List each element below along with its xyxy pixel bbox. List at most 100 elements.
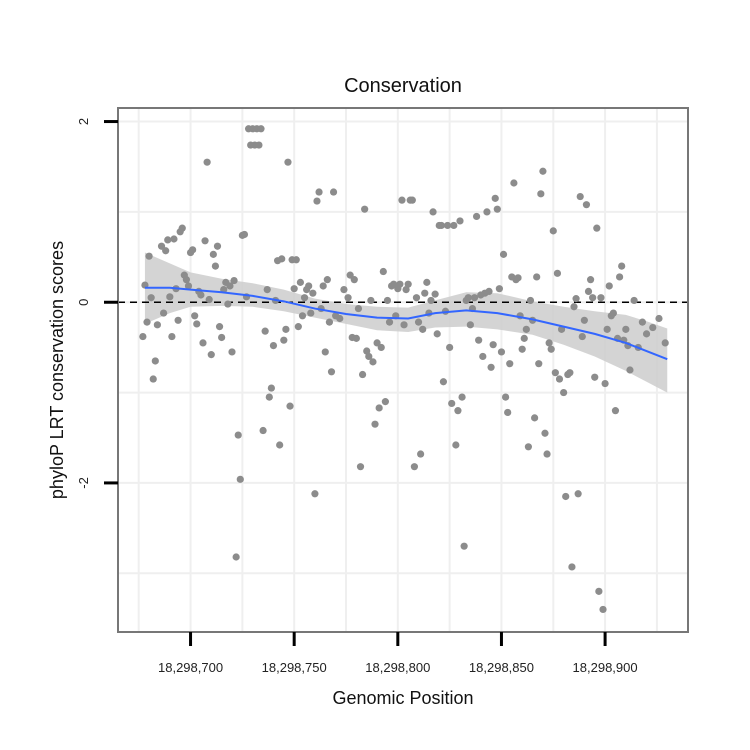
data-point <box>518 345 526 353</box>
data-point <box>506 360 514 368</box>
y-tick-label: 2 <box>76 118 91 125</box>
data-point <box>354 304 363 313</box>
data-point <box>321 348 329 356</box>
data-point <box>572 295 580 303</box>
data-point <box>499 250 508 258</box>
data-point <box>601 379 609 388</box>
data-point <box>589 294 597 302</box>
data-point <box>182 276 190 284</box>
data-point <box>226 282 234 290</box>
data-point <box>630 296 638 305</box>
data-point <box>267 384 275 392</box>
data-point <box>166 293 174 301</box>
data-point <box>541 429 549 437</box>
data-point <box>502 393 510 401</box>
data-point <box>464 294 472 302</box>
data-point <box>497 348 506 356</box>
smooth-trend-line <box>144 286 668 361</box>
y-axis-title: phyloP LRT conservation scores <box>47 241 67 499</box>
data-point <box>385 318 394 326</box>
data-point <box>300 294 309 302</box>
data-point <box>553 269 562 277</box>
data-point <box>618 262 626 270</box>
data-point <box>661 339 669 347</box>
data-point <box>400 321 408 329</box>
data-point <box>402 285 410 294</box>
data-point <box>207 351 215 359</box>
data-point <box>439 378 448 386</box>
data-point <box>309 289 317 297</box>
data-point <box>151 357 159 365</box>
data-point <box>377 343 385 352</box>
data-point <box>603 325 611 333</box>
data-point <box>533 273 541 281</box>
data-point <box>593 224 601 232</box>
data-point <box>358 370 367 379</box>
data-point <box>365 352 373 361</box>
data-point <box>466 321 474 329</box>
data-point <box>433 330 441 338</box>
data-point <box>147 294 155 302</box>
data-point <box>307 309 315 317</box>
data-point <box>570 303 578 311</box>
data-point <box>255 141 263 149</box>
data-point <box>431 290 439 298</box>
data-point <box>174 316 182 324</box>
data-point <box>452 441 460 449</box>
data-point <box>584 287 593 295</box>
y-axis: -2 0 2 <box>76 118 118 489</box>
data-point <box>236 475 244 483</box>
data-point <box>483 208 491 216</box>
data-point <box>199 339 207 347</box>
data-point <box>566 369 574 377</box>
data-points <box>139 125 669 614</box>
data-point <box>410 463 418 471</box>
data-point <box>189 246 197 254</box>
data-point <box>381 398 389 406</box>
data-point <box>292 256 300 264</box>
data-point <box>475 336 483 344</box>
data-point <box>396 280 404 288</box>
data-point <box>257 125 265 133</box>
data-point <box>286 402 294 410</box>
smooth-line-group <box>144 286 668 361</box>
data-point <box>591 373 599 381</box>
data-point <box>460 542 468 550</box>
data-point <box>336 314 344 323</box>
data-point <box>305 282 313 290</box>
data-point <box>535 360 543 368</box>
data-point <box>213 242 222 250</box>
data-point <box>595 587 603 595</box>
data-point <box>491 194 499 202</box>
data-point <box>472 212 481 221</box>
chart-title: Conservation <box>344 75 462 97</box>
data-point <box>429 208 437 216</box>
data-point <box>261 327 269 335</box>
data-point <box>160 309 168 317</box>
data-point <box>191 312 199 320</box>
data-point <box>215 323 224 331</box>
data-point <box>145 252 153 260</box>
data-point <box>311 490 319 498</box>
data-point <box>340 285 348 294</box>
data-point <box>423 278 431 286</box>
data-point <box>427 296 435 305</box>
x-tick-label: 18,298,850 <box>469 660 534 675</box>
data-point <box>298 312 307 320</box>
data-point <box>489 341 497 349</box>
data-point <box>350 276 358 284</box>
data-point <box>329 188 338 196</box>
data-point <box>446 343 454 352</box>
data-point <box>201 237 209 245</box>
data-point <box>622 325 630 333</box>
data-point <box>495 285 503 293</box>
data-point <box>263 285 271 294</box>
data-point <box>164 236 172 244</box>
data-point <box>265 393 273 401</box>
data-point <box>323 276 331 284</box>
data-point <box>421 289 429 297</box>
data-point <box>616 273 624 281</box>
data-point <box>319 282 327 290</box>
data-point <box>510 179 518 187</box>
data-point <box>514 274 522 282</box>
